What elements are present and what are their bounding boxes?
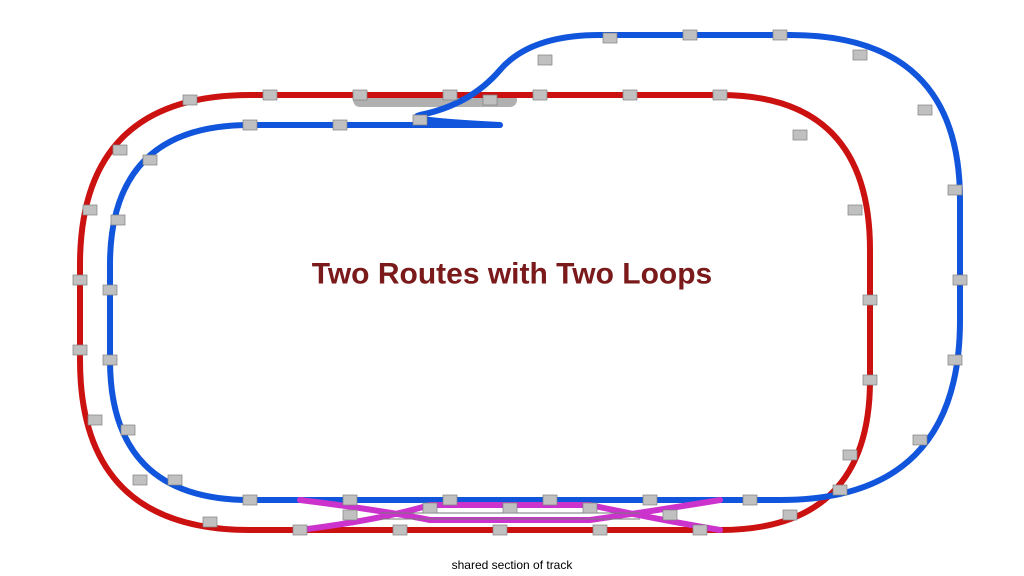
rail-joiner xyxy=(538,55,552,65)
rail-joiner xyxy=(443,90,457,100)
rail-joiner xyxy=(948,185,962,195)
rail-joiner xyxy=(73,275,87,285)
rail-joiner xyxy=(863,375,877,385)
rail-joiner xyxy=(103,285,117,295)
rail-joiner xyxy=(503,503,517,513)
rail-joiner xyxy=(111,215,125,225)
rail-joiner xyxy=(263,90,277,100)
rail-joiner xyxy=(493,525,507,535)
rail-joiner xyxy=(743,495,757,505)
rail-joiner xyxy=(793,130,807,140)
rail-joiner xyxy=(333,120,347,130)
rail-joiner xyxy=(443,495,457,505)
rail-joiner xyxy=(168,475,182,485)
rail-joiner xyxy=(863,295,877,305)
rail-joiner xyxy=(113,145,127,155)
rail-joiner xyxy=(133,475,147,485)
rail-joiner xyxy=(783,510,797,520)
rail-joiner xyxy=(583,503,597,513)
rail-joiner xyxy=(713,90,727,100)
rail-joiner xyxy=(423,503,437,513)
shared-section-caption: shared section of track xyxy=(452,558,573,572)
rail-joiner xyxy=(833,485,847,495)
rail-joiner xyxy=(103,355,117,365)
rail-joiner xyxy=(693,525,707,535)
rail-joiner xyxy=(88,415,102,425)
rail-joiner xyxy=(683,30,697,40)
rail-joiner xyxy=(393,525,407,535)
rail-joiner xyxy=(143,155,157,165)
rail-joiner xyxy=(353,90,367,100)
rail-joiner xyxy=(543,495,557,505)
rail-joiner xyxy=(183,95,197,105)
rail-joiner xyxy=(483,95,497,105)
rail-joiner xyxy=(663,510,677,520)
rail-joiner xyxy=(203,517,217,527)
rail-joiner xyxy=(643,495,657,505)
rail-joiner xyxy=(533,90,547,100)
rail-joiner xyxy=(603,33,617,43)
rail-joiner xyxy=(121,425,135,435)
rail-joiner xyxy=(948,355,962,365)
rail-joiner xyxy=(413,115,427,125)
rail-joiner xyxy=(853,50,867,60)
diagram-title: Two Routes with Two Loops xyxy=(312,257,713,291)
rail-joiner xyxy=(343,510,357,520)
loop-red xyxy=(80,95,870,530)
rail-joiner xyxy=(293,525,307,535)
rail-joiner xyxy=(918,105,932,115)
rail-joiner xyxy=(848,205,862,215)
rail-joiner xyxy=(243,120,257,130)
rail-joiner xyxy=(953,275,967,285)
rail-joiner xyxy=(73,345,87,355)
rail-joiner xyxy=(623,90,637,100)
rail-joiner xyxy=(913,435,927,445)
rail-joiner xyxy=(83,205,97,215)
rail-joiner xyxy=(593,525,607,535)
rail-joiner xyxy=(843,450,857,460)
rail-joiner xyxy=(243,495,257,505)
rail-joiner xyxy=(773,30,787,40)
rail-joiner xyxy=(343,495,357,505)
